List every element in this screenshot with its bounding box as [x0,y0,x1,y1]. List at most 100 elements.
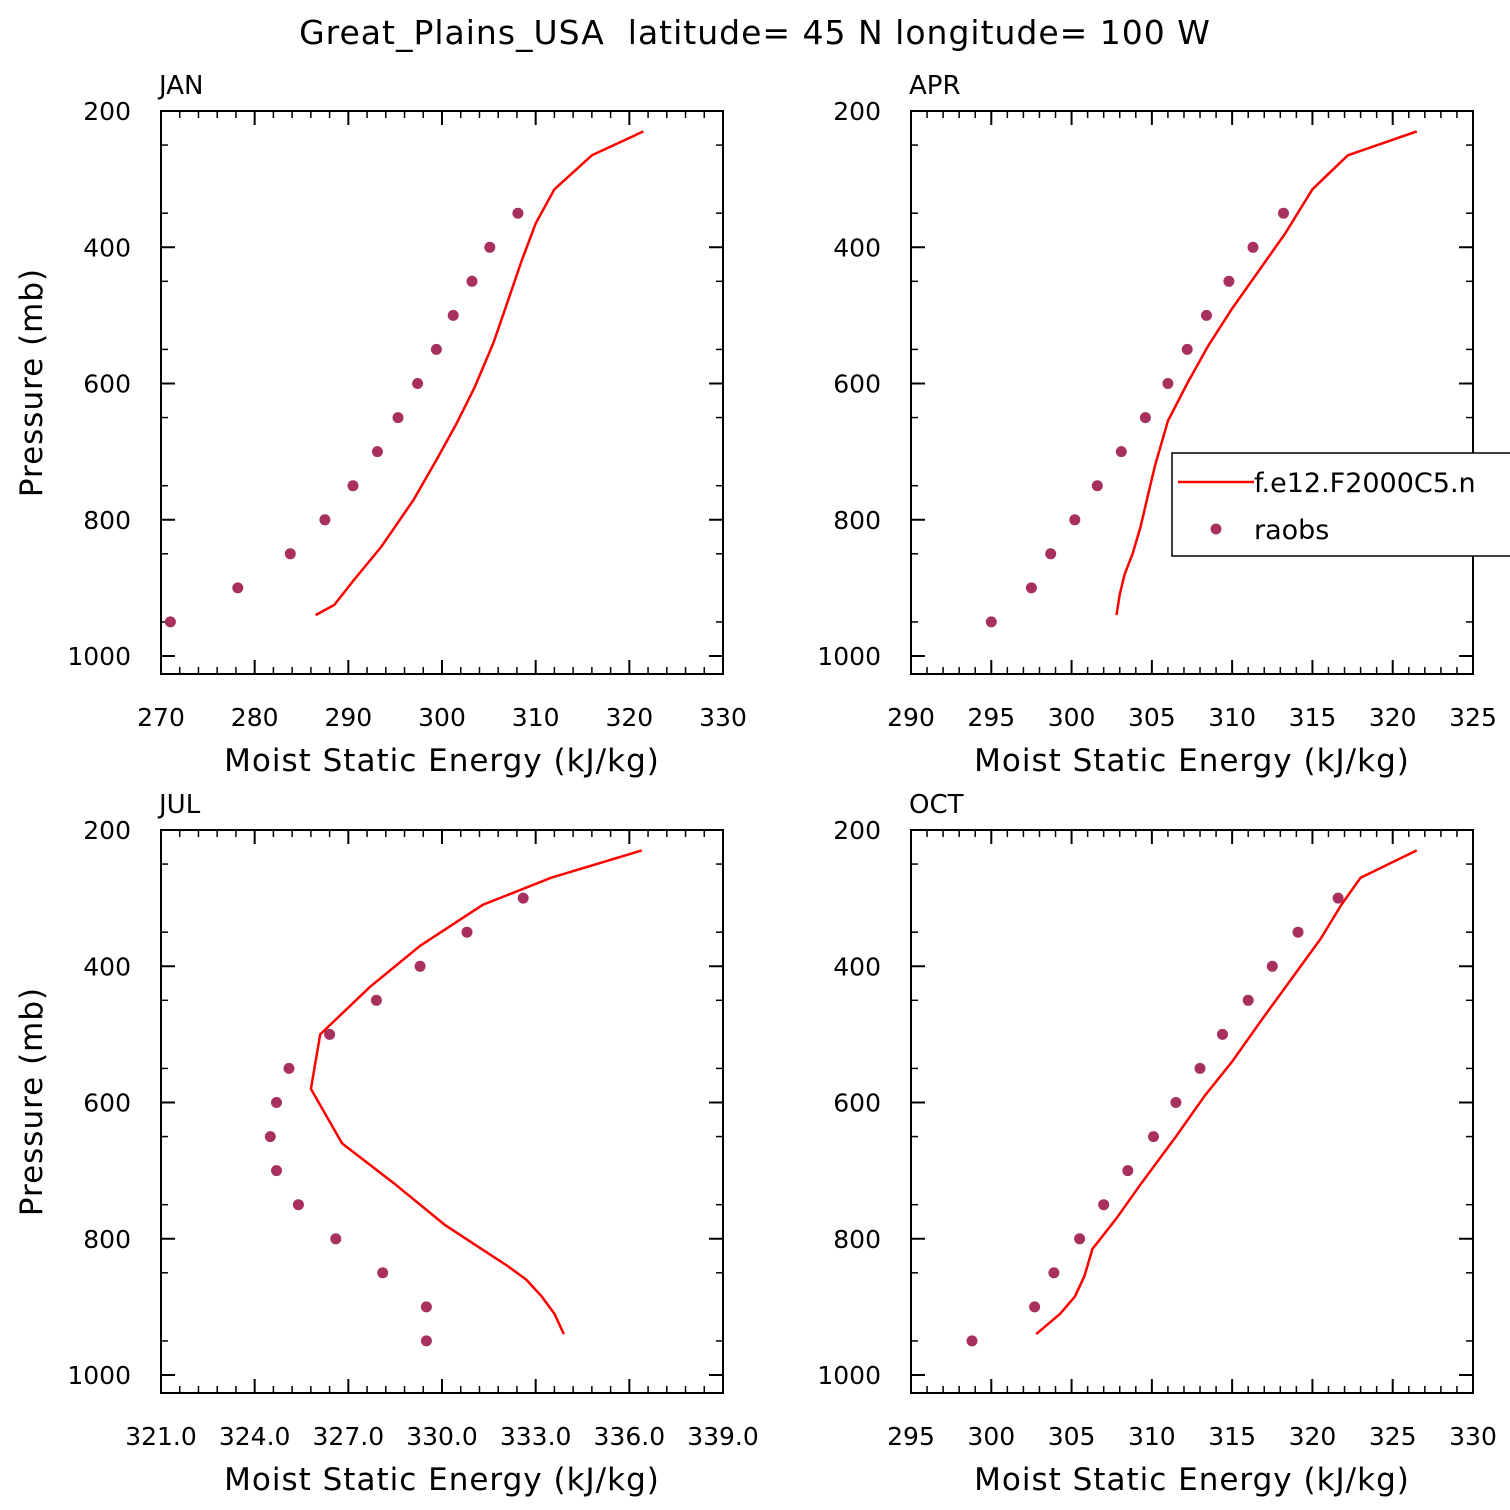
raobs-point [1139,412,1151,424]
x-tick-label: 320 [1369,703,1417,732]
raobs-point [1069,514,1081,526]
raobs-point [1115,446,1127,458]
y-tick-label: 200 [83,97,131,126]
raobs-point [1045,548,1057,560]
panel-title: APR [909,71,961,101]
x-tick-label: 310 [512,703,560,732]
x-tick-label: 305 [1128,703,1176,732]
raobs-point [461,926,473,938]
raobs-point [1242,994,1254,1006]
panel-title: JUL [157,790,201,820]
raobs-point [1194,1062,1206,1074]
raobs-point [1292,926,1304,938]
y-tick-label: 1000 [817,1361,881,1390]
plot-frame [160,110,724,675]
x-tick-label: 280 [231,703,279,732]
raobs-point [466,275,478,287]
y-tick-label: 400 [833,952,881,981]
x-tick-label: 330.0 [406,1422,478,1451]
raobs-point [1201,309,1212,321]
panel-jul: 321.0 324.0 327.0 330.0 333.0 336.0 339.0 200 40… [14,790,759,1498]
y-tick-label: 400 [83,952,131,981]
raobs-point [1217,1028,1228,1040]
raobs-point [430,343,442,355]
model-line [1115,130,1418,616]
x-tick-label: 290 [324,703,372,732]
x-tick-label: 324.0 [219,1422,291,1451]
x-tick-label: 330 [1449,1422,1497,1451]
raobs-point [232,582,244,594]
plot-frame [910,829,1474,1394]
x-tick-label: 305 [1048,1422,1096,1451]
raobs-point [966,1335,978,1347]
y-tick-label: 600 [833,370,881,399]
y-tick-label: 600 [833,1089,881,1118]
y-tick-label: 200 [833,97,881,126]
raobs-point [1029,1301,1041,1313]
raobs-point [347,480,359,492]
x-tick-label: 270 [137,703,185,732]
legend-obs-marker [1210,523,1222,535]
raobs-point [371,446,383,458]
panel-jan: 270 280 290 300 310 320 330 200 400 600 800 1000 JAN… [14,71,747,779]
raobs-point [1048,1267,1060,1279]
raobs-point [1247,241,1259,253]
raobs-point [164,616,176,628]
model-line [315,130,644,617]
raobs-point [420,1301,432,1313]
x-tick-label: 300 [967,1422,1015,1451]
raobs-point [484,241,496,253]
plot-frame [160,829,724,1394]
y-tick-label: 800 [833,506,881,535]
raobs-point [1025,582,1037,594]
raobs-point [1170,1097,1182,1108]
x-tick-label: 295 [887,1422,935,1451]
raobs-point [271,1097,282,1108]
raobs-point [517,892,529,904]
raobs-point [392,412,404,424]
figure-title: Great_Plains_USA latitude= 45 N longitud… [299,13,1211,52]
x-tick-label: 321.0 [125,1422,197,1451]
raobs-point [1162,378,1174,389]
x-tick-label: 339.0 [687,1422,759,1451]
panel-oct: 295 300 305 310 315 320 325 330 200 400 600 800 1000… [817,790,1496,1498]
panel-title: JAN [157,71,203,101]
x-tick-label: 315 [1289,703,1337,732]
y-tick-label: 400 [83,233,131,262]
x-axis-label: Moist Static Energy (kJ/kg) [224,1462,660,1498]
x-tick-label: 327.0 [313,1422,385,1451]
x-tick-label: 310 [1128,1422,1176,1451]
y-tick-label: 1000 [67,642,131,671]
x-tick-label: 325 [1449,703,1497,732]
plot-frame [910,110,1474,675]
raobs-point [377,1267,389,1279]
x-axis-label: Moist Static Energy (kJ/kg) [974,1462,1410,1498]
x-tick-label: 295 [967,703,1015,732]
raobs-point [283,1062,295,1074]
raobs-point [370,994,382,1006]
raobs-point [319,514,331,526]
x-tick-label: 310 [1208,703,1256,732]
raobs-point [324,1028,336,1040]
x-tick-label: 320 [1289,1422,1337,1451]
y-axis-label: Pressure (mb) [14,987,50,1216]
raobs-point [1278,207,1289,219]
raobs-point [1148,1131,1159,1143]
y-tick-label: 600 [83,1089,131,1118]
raobs-point [420,1335,432,1347]
y-tick-label: 800 [83,1225,131,1254]
model-line [1035,849,1418,1336]
raobs-point [447,309,459,321]
panel-apr: 290 295 300 305 310 315 320 325 200 400 600 800 1000… [817,71,1496,779]
x-tick-label: 300 [418,703,466,732]
x-tick-label: 320 [605,703,653,732]
raobs-point [1074,1233,1086,1245]
model-line [309,849,643,1335]
raobs-point [1223,275,1235,287]
raobs-point [414,960,426,972]
raobs-point [1332,892,1344,904]
legend-model-label: f.e12.F2000C5.n [1254,468,1476,499]
y-tick-label: 400 [833,233,881,262]
y-tick-label: 800 [833,1225,881,1254]
